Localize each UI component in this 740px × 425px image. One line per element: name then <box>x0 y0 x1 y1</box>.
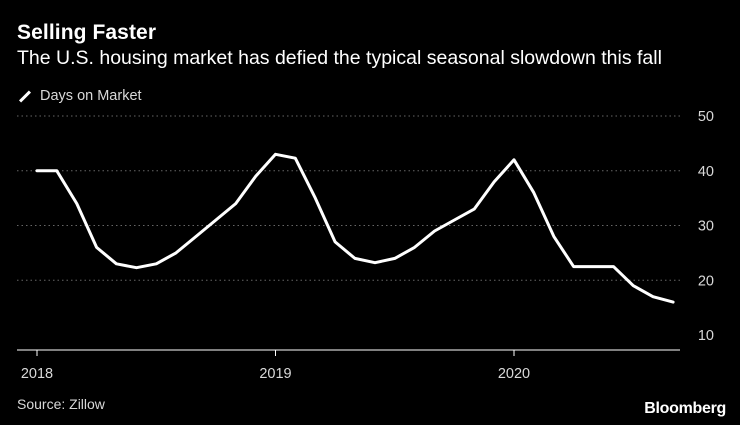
y-tick-label-20: 20 <box>698 273 714 289</box>
y-tick-label-50: 50 <box>698 109 714 125</box>
y-tick-label-10: 10 <box>698 328 714 344</box>
series-line-days-on-market <box>35 152 675 304</box>
x-tick-label-2020: 2020 <box>498 366 530 382</box>
bloomberg-logo: Bloomberg <box>644 400 726 417</box>
legend: Days on Market <box>17 88 142 104</box>
y-tick-label-30: 30 <box>698 219 714 235</box>
source-note: Source: Zillow <box>17 396 105 412</box>
x-tick-label-2018: 2018 <box>21 366 53 382</box>
chart-subtitle: The U.S. housing market has defied the t… <box>17 47 662 69</box>
y-tick-label-40: 40 <box>698 164 714 180</box>
chart-title: Selling Faster <box>17 21 157 44</box>
legend-label: Days on Market <box>40 88 142 104</box>
x-tick-label-2019: 2019 <box>259 366 291 382</box>
